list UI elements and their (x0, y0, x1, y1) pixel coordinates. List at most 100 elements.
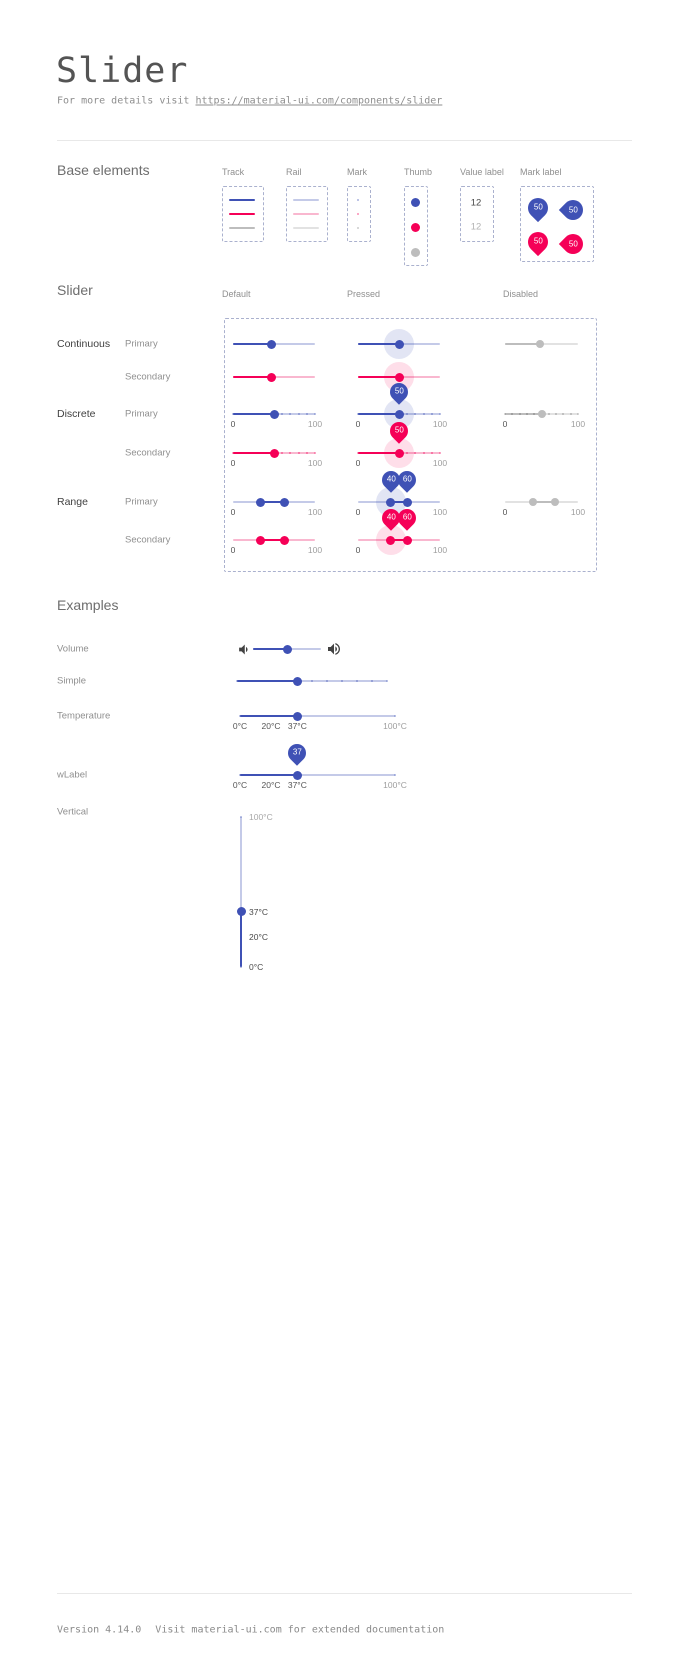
slider-mark-dot (525, 413, 528, 415)
slider-mark-dot (577, 413, 579, 415)
slider-range-primary-default[interactable]: 0 100 (231, 497, 322, 516)
slider-thumb[interactable] (280, 497, 290, 507)
slider-track[interactable] (390, 501, 408, 503)
slider-track[interactable] (260, 501, 285, 503)
slider-thumb[interactable] (292, 711, 302, 721)
slider-thumb[interactable] (280, 535, 290, 545)
slider-track[interactable] (233, 343, 272, 345)
slider-mark-dot (248, 413, 251, 415)
slider-track[interactable] (390, 539, 408, 541)
slider-mark-dot (569, 413, 572, 415)
slider-mark-dot (341, 680, 343, 682)
slider-secondary-secondary-pressed[interactable] (358, 362, 440, 392)
slider-track[interactable] (505, 413, 542, 415)
slider-thumb[interactable] (394, 448, 404, 458)
slider-thumb[interactable] (402, 497, 412, 507)
slider-thumb[interactable] (269, 448, 279, 458)
slider-thumb[interactable] (292, 770, 302, 780)
slider-thumb[interactable] (255, 497, 265, 507)
slider-thumb[interactable] (282, 644, 292, 654)
slider-rail[interactable] (237, 680, 387, 682)
slider-discrete-primary-disabled[interactable]: 0 100 (503, 410, 585, 428)
slider-thumb[interactable] (536, 340, 545, 348)
wlabel-slider[interactable]: 37 0°C 20°C 37°C 100°C (233, 740, 407, 789)
slider-track[interactable] (358, 413, 399, 415)
slider-track[interactable] (240, 774, 298, 776)
slider-thumb[interactable] (255, 535, 265, 545)
subtitle-text: For more details visit (57, 95, 196, 107)
slider-thumb[interactable] (528, 498, 537, 506)
slider-track[interactable] (233, 376, 272, 378)
track-sample-primary (229, 199, 255, 201)
base-elements-heading: Base elements (57, 162, 150, 178)
slider-rail[interactable] (240, 774, 395, 776)
slider-mark-dot (504, 413, 506, 415)
slider-track[interactable] (240, 715, 298, 717)
slider-mark-dot (356, 680, 358, 682)
slider-secondary-secondary-default[interactable]: 0 100 (231, 535, 322, 554)
slider-thumb[interactable] (267, 372, 277, 382)
slider-mark-dot (240, 936, 242, 938)
docs-link[interactable]: https://material-ui.com/components/slide… (195, 95, 443, 107)
slider-rail[interactable] (240, 715, 395, 717)
slider-track[interactable] (240, 911, 242, 967)
slider-secondary-secondary-pressed[interactable]: 40 60 0 100 (356, 505, 447, 555)
slider-track[interactable] (358, 376, 399, 378)
slider-scale-label: 100 (307, 419, 323, 429)
slider-mark-dot (289, 452, 292, 454)
row-variant-label: Primary (125, 408, 158, 420)
slider-track[interactable] (532, 501, 555, 503)
slider-thumb[interactable] (394, 409, 404, 419)
thumb-sample-secondary (410, 223, 420, 232)
thumb-sample-disabled (410, 248, 420, 257)
slider-thumb[interactable] (386, 535, 396, 545)
slider-mark-dot (414, 413, 417, 415)
slider-thumb[interactable] (236, 907, 246, 916)
slider-range-primary-disabled[interactable]: 0 100 (503, 498, 585, 516)
temperature-slider[interactable]: 0°C 20°C 37°C 100°C (233, 711, 407, 730)
slider-track[interactable] (358, 343, 399, 345)
page-title: Slider (56, 51, 189, 91)
slider-continuous-primary-pressed[interactable] (358, 329, 440, 359)
slider-secondary-secondary-default[interactable]: 0 100 (231, 448, 322, 467)
slider-mark-dot (371, 680, 373, 682)
slider-secondary-secondary-default[interactable] (233, 372, 315, 382)
slider-secondary-secondary-pressed[interactable]: 50 0 100 (356, 418, 447, 468)
simple-slider[interactable] (236, 676, 388, 686)
slider-continuous-primary-disabled[interactable] (505, 340, 578, 348)
slider-continuous-primary-default[interactable] (233, 339, 315, 349)
volume-slider[interactable] (253, 644, 321, 654)
slider-track[interactable] (233, 452, 274, 454)
slider-mark-dot (357, 452, 359, 454)
slider-thumb[interactable] (394, 339, 404, 349)
slider-thumb[interactable] (394, 372, 404, 382)
column-header-mark-label: Mark label (520, 167, 562, 177)
slider-discrete-primary-default[interactable]: 0 100 (231, 409, 322, 428)
slider-mark-dot (518, 413, 521, 415)
column-header-pressed: Pressed (347, 289, 381, 299)
slider-track[interactable] (233, 413, 274, 415)
slider-range-primary-pressed[interactable]: 40 60 0 100 (356, 467, 447, 517)
slider-thumb[interactable] (267, 339, 277, 349)
slider-scale-label: 0°C (232, 780, 248, 790)
slider-rail[interactable] (240, 817, 242, 912)
slider-scale-label: 100 (432, 458, 448, 468)
row-variant-label: Primary (125, 496, 158, 508)
slider-thumb[interactable] (402, 535, 412, 545)
slider-track[interactable] (253, 648, 287, 650)
slider-track[interactable] (358, 452, 399, 454)
slider-mark-dot (381, 413, 384, 415)
slider-track[interactable] (237, 680, 297, 682)
slider-thumb[interactable] (550, 498, 559, 506)
slider-thumb[interactable] (292, 676, 302, 686)
slider-track[interactable] (505, 343, 541, 345)
slider-track[interactable] (260, 539, 285, 541)
slider-thumb[interactable] (386, 497, 396, 507)
slider-thumb[interactable] (537, 410, 546, 418)
vertical-slider[interactable]: 100°C 37°C 20°C 0°C (236, 813, 273, 971)
slider-scale-label: 0°C (232, 721, 248, 731)
slider-scale-label: 100°C (383, 780, 407, 790)
slider-thumb[interactable] (269, 409, 279, 419)
slider-discrete-primary-pressed[interactable]: 50 0 100 (356, 379, 447, 429)
